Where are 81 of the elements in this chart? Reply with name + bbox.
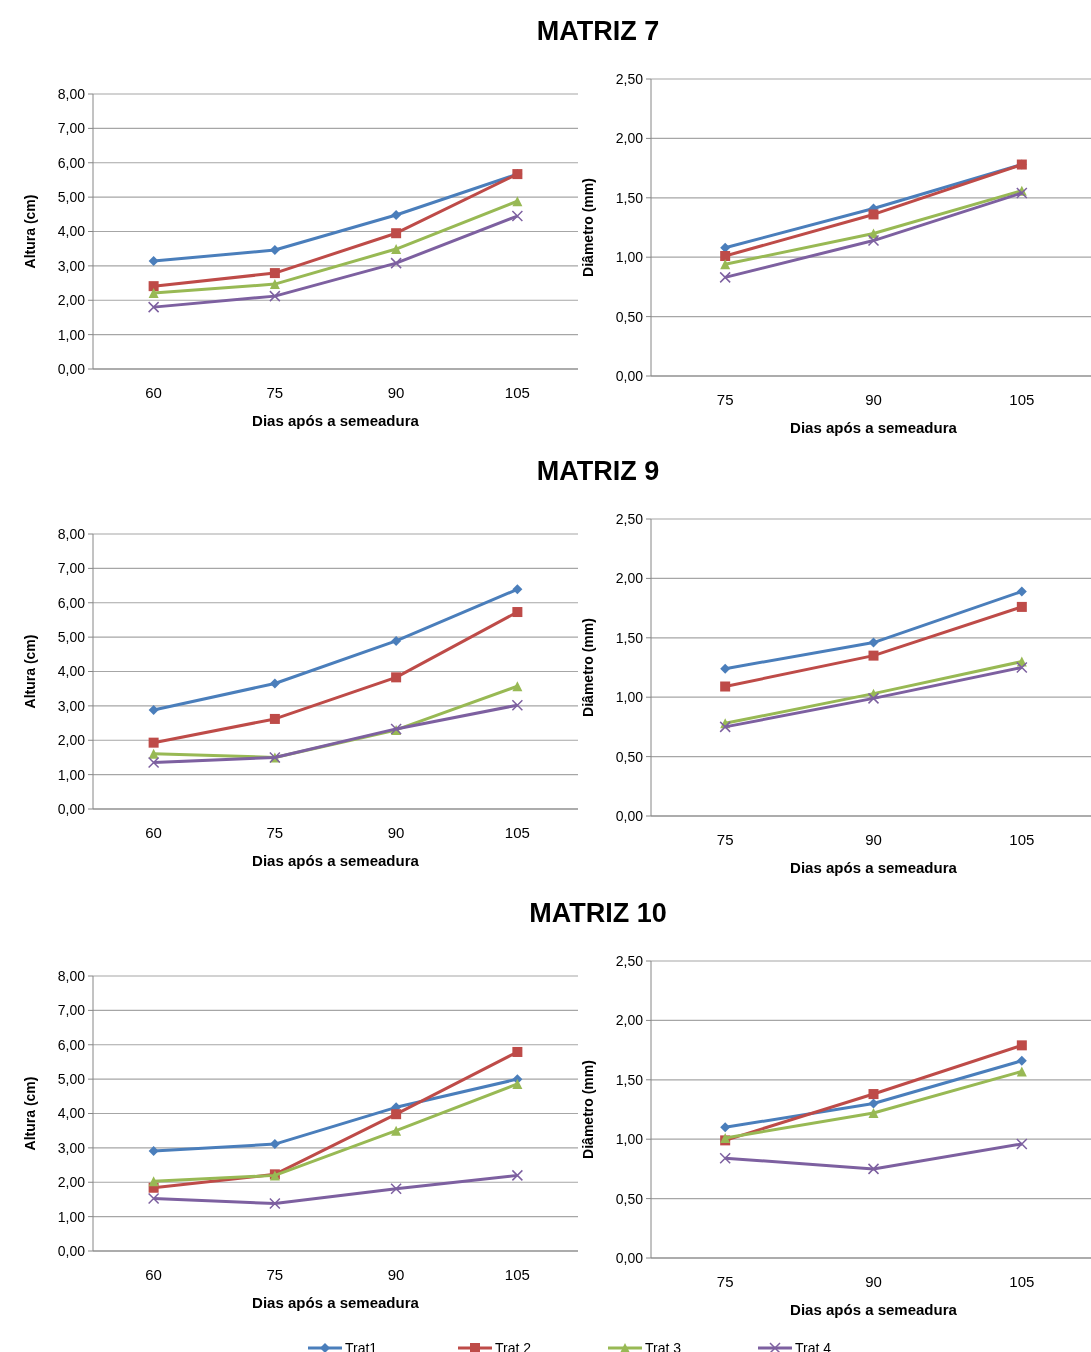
x-tick-label: 75 bbox=[716, 831, 734, 848]
x-axis-title: Dias após a semeadura bbox=[790, 1301, 958, 1318]
y-tick-label: 1,00 bbox=[615, 249, 644, 266]
x-axis-title: Dias após a semeadura bbox=[790, 859, 958, 876]
x-tick-label: 60 bbox=[145, 1266, 162, 1283]
x-tick-label: 105 bbox=[504, 1266, 530, 1283]
y-tick-label: 2,00 bbox=[615, 130, 644, 147]
y-tick-label: 2,00 bbox=[615, 570, 644, 587]
y-tick-label: 2,00 bbox=[57, 1174, 86, 1191]
y-tick-label: 1,00 bbox=[615, 689, 644, 706]
y-axis-title: Altura (cm) bbox=[22, 194, 38, 269]
x-axis-title: Dias após a semeadura bbox=[790, 419, 958, 436]
x-tick-label: 105 bbox=[504, 384, 530, 401]
y-tick-label: 2,00 bbox=[615, 1012, 644, 1029]
x-tick-label: 75 bbox=[266, 1266, 284, 1283]
x-axis-title: Dias após a semeadura bbox=[252, 412, 420, 429]
x-tick-label: 90 bbox=[387, 1266, 405, 1283]
y-tick-label: 5,00 bbox=[57, 1071, 86, 1088]
y-tick-label: 7,00 bbox=[57, 560, 86, 577]
y-axis-title: Altura (cm) bbox=[22, 1076, 38, 1151]
x-tick-label: 60 bbox=[145, 824, 162, 841]
y-tick-label: 4,00 bbox=[57, 1105, 86, 1122]
y-tick-label: 5,00 bbox=[57, 189, 86, 206]
y-axis-title: Diâmetro (mm) bbox=[580, 618, 596, 717]
y-tick-label: 3,00 bbox=[57, 257, 86, 274]
y-tick-label: 0,50 bbox=[615, 308, 644, 325]
chart-title: MATRIZ 9 bbox=[536, 456, 660, 486]
x-tick-label: 75 bbox=[266, 384, 284, 401]
x-tick-label: 90 bbox=[387, 824, 405, 841]
y-tick-label: 8,00 bbox=[57, 85, 86, 102]
chart-title: MATRIZ 10 bbox=[529, 898, 667, 928]
y-tick-label: 0,00 bbox=[57, 800, 86, 817]
y-tick-label: 2,50 bbox=[615, 952, 644, 969]
x-axis-title: Dias após a semeadura bbox=[252, 852, 420, 869]
y-tick-label: 1,00 bbox=[57, 326, 86, 343]
y-tick-label: 1,50 bbox=[615, 1071, 644, 1088]
x-tick-label: 75 bbox=[266, 824, 284, 841]
y-axis-title: Diâmetro (mm) bbox=[580, 178, 596, 277]
y-tick-label: 0,00 bbox=[57, 360, 86, 377]
y-tick-label: 4,00 bbox=[57, 663, 86, 680]
y-tick-label: 0,00 bbox=[57, 1242, 86, 1259]
y-axis-title: Diâmetro (mm) bbox=[580, 1060, 596, 1159]
x-axis-title: Dias após a semeadura bbox=[252, 1294, 420, 1311]
y-tick-label: 1,00 bbox=[57, 766, 86, 783]
x-tick-label: 90 bbox=[865, 831, 882, 848]
y-tick-label: 3,00 bbox=[57, 1139, 86, 1156]
y-tick-label: 7,00 bbox=[57, 1002, 86, 1019]
y-tick-label: 8,00 bbox=[57, 525, 86, 542]
x-tick-label: 90 bbox=[387, 384, 405, 401]
y-tick-label: 0,00 bbox=[615, 367, 644, 384]
y-tick-label: 4,00 bbox=[57, 223, 86, 240]
y-tick-label: 5,00 bbox=[57, 629, 86, 646]
y-tick-label: 0,00 bbox=[615, 1249, 644, 1266]
y-tick-label: 6,00 bbox=[57, 154, 86, 171]
y-tick-label: 1,50 bbox=[615, 629, 644, 646]
y-tick-label: 2,50 bbox=[615, 70, 644, 87]
y-tick-label: 1,00 bbox=[57, 1208, 86, 1225]
y-tick-label: 0,00 bbox=[615, 807, 644, 824]
x-tick-label: 75 bbox=[716, 391, 734, 408]
y-tick-label: 0,50 bbox=[615, 748, 644, 765]
y-tick-label: 2,00 bbox=[57, 732, 86, 749]
y-tick-label: 2,00 bbox=[57, 292, 86, 309]
y-axis-title: Altura (cm) bbox=[22, 634, 38, 709]
x-tick-label: 105 bbox=[1009, 831, 1035, 848]
y-tick-label: 7,00 bbox=[57, 120, 86, 137]
chart-title: MATRIZ 7 bbox=[536, 16, 660, 46]
x-tick-label: 105 bbox=[1009, 391, 1035, 408]
x-tick-label: 105 bbox=[504, 824, 530, 841]
x-tick-label: 90 bbox=[865, 1273, 882, 1290]
y-tick-label: 1,00 bbox=[615, 1131, 644, 1148]
y-tick-label: 0,50 bbox=[615, 1190, 644, 1207]
y-tick-label: 1,50 bbox=[615, 189, 644, 206]
y-tick-label: 6,00 bbox=[57, 1036, 86, 1053]
x-tick-label: 105 bbox=[1009, 1273, 1035, 1290]
x-tick-label: 90 bbox=[865, 391, 882, 408]
y-tick-label: 3,00 bbox=[57, 697, 86, 714]
y-tick-label: 2,50 bbox=[615, 510, 644, 527]
x-tick-label: 60 bbox=[145, 384, 162, 401]
x-tick-label: 75 bbox=[716, 1273, 734, 1290]
y-tick-label: 8,00 bbox=[57, 967, 86, 984]
y-tick-label: 6,00 bbox=[57, 594, 86, 611]
